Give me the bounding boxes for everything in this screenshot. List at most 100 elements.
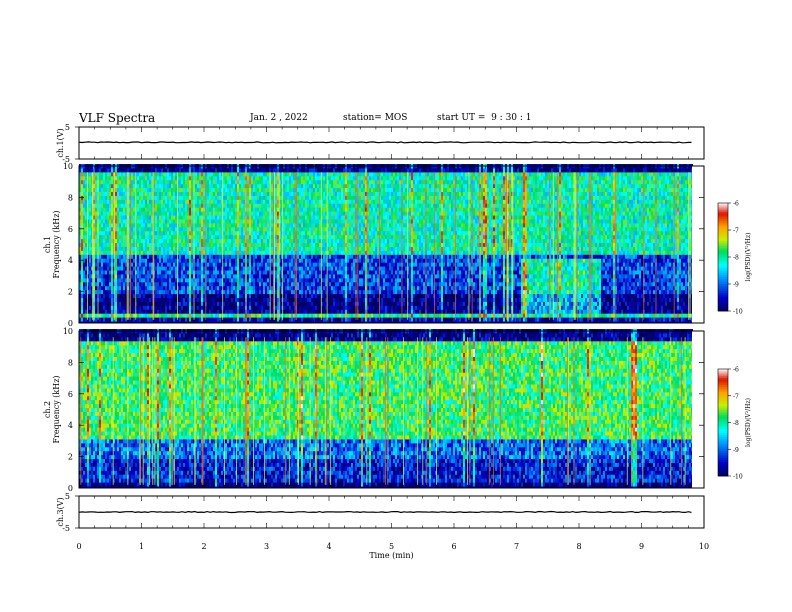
spectrogram-cell xyxy=(261,230,263,236)
spectrogram-cell xyxy=(233,289,235,295)
spectrogram-cell xyxy=(119,266,121,271)
spectrogram-cell xyxy=(105,199,107,204)
spectrogram-cell xyxy=(227,313,229,318)
spectrogram-cell xyxy=(181,317,183,322)
spectrogram-cell xyxy=(225,242,227,247)
spectrogram-cell xyxy=(233,195,235,200)
spectrogram-cell xyxy=(199,199,201,204)
spectrogram-cell xyxy=(291,199,293,204)
spectrogram-cell xyxy=(305,289,307,295)
spectrogram-cell xyxy=(127,183,129,189)
spectrogram-cell xyxy=(257,203,259,208)
spectrogram-cell xyxy=(83,222,85,228)
spectrogram-cell xyxy=(271,187,273,193)
spectrogram-cell xyxy=(297,313,299,318)
spectrogram-cell xyxy=(219,246,221,251)
spectrogram-cell xyxy=(305,222,307,228)
spectrogram-cell xyxy=(281,238,283,244)
spectrogram-cell xyxy=(227,297,229,302)
spectrogram-cell xyxy=(139,207,141,212)
spectrogram-cell xyxy=(255,270,257,275)
spectrogram-cell xyxy=(279,246,281,251)
spectrogram-cell xyxy=(215,179,217,185)
spectrogram-cell xyxy=(213,218,215,224)
spectrogram-cell xyxy=(169,270,171,275)
spectrogram-cell xyxy=(159,242,161,247)
spectrogram-cell xyxy=(259,230,261,236)
spectrogram-cell xyxy=(197,305,199,310)
spectrogram-cell xyxy=(321,226,323,232)
spectrogram-cell xyxy=(229,258,231,263)
spectrogram-cell xyxy=(197,191,199,196)
spectrogram-cell xyxy=(165,218,167,224)
spectrogram-cell xyxy=(243,250,245,255)
spectrogram-cell xyxy=(257,238,259,244)
spectrogram-cell xyxy=(317,273,319,279)
spectrogram-cell xyxy=(83,238,85,244)
spectrogram-cell xyxy=(291,191,293,196)
spectrogram-cell xyxy=(275,195,277,200)
spectrogram-cell xyxy=(281,270,283,275)
spectrogram-cell xyxy=(183,226,185,232)
spectrogram-cell xyxy=(213,289,215,295)
spectrogram-cell xyxy=(81,313,83,318)
spectrogram-cell xyxy=(311,183,313,189)
spectrogram-cell xyxy=(91,258,93,263)
spectrogram-cell xyxy=(261,195,263,200)
spectrogram-cell xyxy=(311,167,313,173)
spectrogram-cell xyxy=(157,171,159,177)
spectrogram-cell xyxy=(197,285,199,291)
spectrogram-cell xyxy=(115,273,117,279)
spectrogram-cell xyxy=(259,293,261,298)
spectrogram-cell xyxy=(319,211,321,216)
spectrogram-cell xyxy=(295,301,297,306)
spectrogram-cell xyxy=(267,301,269,306)
spectrogram-cell xyxy=(233,266,235,271)
spectrogram-cell xyxy=(249,215,251,220)
spectrogram-cell xyxy=(85,254,87,259)
spectrogram-cell xyxy=(311,207,313,212)
spectrogram-cell xyxy=(295,203,297,208)
spectrogram-cell xyxy=(271,309,273,314)
spectrogram-cell xyxy=(277,199,279,204)
spectrogram-cell xyxy=(247,254,249,259)
spectrogram-cell xyxy=(225,273,227,279)
spectrogram-cell xyxy=(167,183,169,189)
spectrogram-cell xyxy=(201,203,203,208)
spectrogram-cell xyxy=(213,242,215,247)
spectrogram-cell xyxy=(211,215,213,220)
spectrogram-cell xyxy=(201,285,203,291)
spectrogram-cell xyxy=(291,175,293,181)
spectrogram-cell xyxy=(109,215,111,220)
spectrogram-cell xyxy=(301,266,303,271)
spectrogram-cell xyxy=(317,258,319,263)
spectrogram-cell xyxy=(125,183,127,189)
spectrogram-cell xyxy=(243,270,245,275)
spectrogram-cell xyxy=(155,250,157,255)
spectrogram-cell xyxy=(313,179,315,185)
spectrogram-cell xyxy=(91,215,93,220)
spectrogram-cell xyxy=(203,179,205,185)
spectrogram-cell xyxy=(163,262,165,267)
spectrogram-cell xyxy=(211,211,213,216)
spectrogram-cell xyxy=(241,254,243,259)
spectrogram-cell xyxy=(161,285,163,291)
spectrogram-cell xyxy=(227,309,229,314)
spectrogram-cell xyxy=(249,218,251,224)
spectrogram-cell xyxy=(199,191,201,196)
spectrogram-cell xyxy=(235,242,237,247)
spectrogram-cell xyxy=(317,317,319,322)
spectrogram-cell xyxy=(119,199,121,204)
spectrogram-cell xyxy=(311,277,313,283)
spectrogram-cell xyxy=(217,226,219,232)
spectrogram-cell xyxy=(171,195,173,200)
spectrogram-cell xyxy=(115,230,117,236)
spectrogram-cell xyxy=(85,305,87,310)
spectrogram-cell xyxy=(285,309,287,314)
spectrogram-cell xyxy=(263,277,265,283)
spectrogram-cell xyxy=(259,273,261,279)
spectrogram-cell xyxy=(107,211,109,216)
spectrogram-cell xyxy=(305,203,307,208)
spectrogram-cell xyxy=(283,273,285,279)
spectrogram-cell xyxy=(215,266,217,271)
